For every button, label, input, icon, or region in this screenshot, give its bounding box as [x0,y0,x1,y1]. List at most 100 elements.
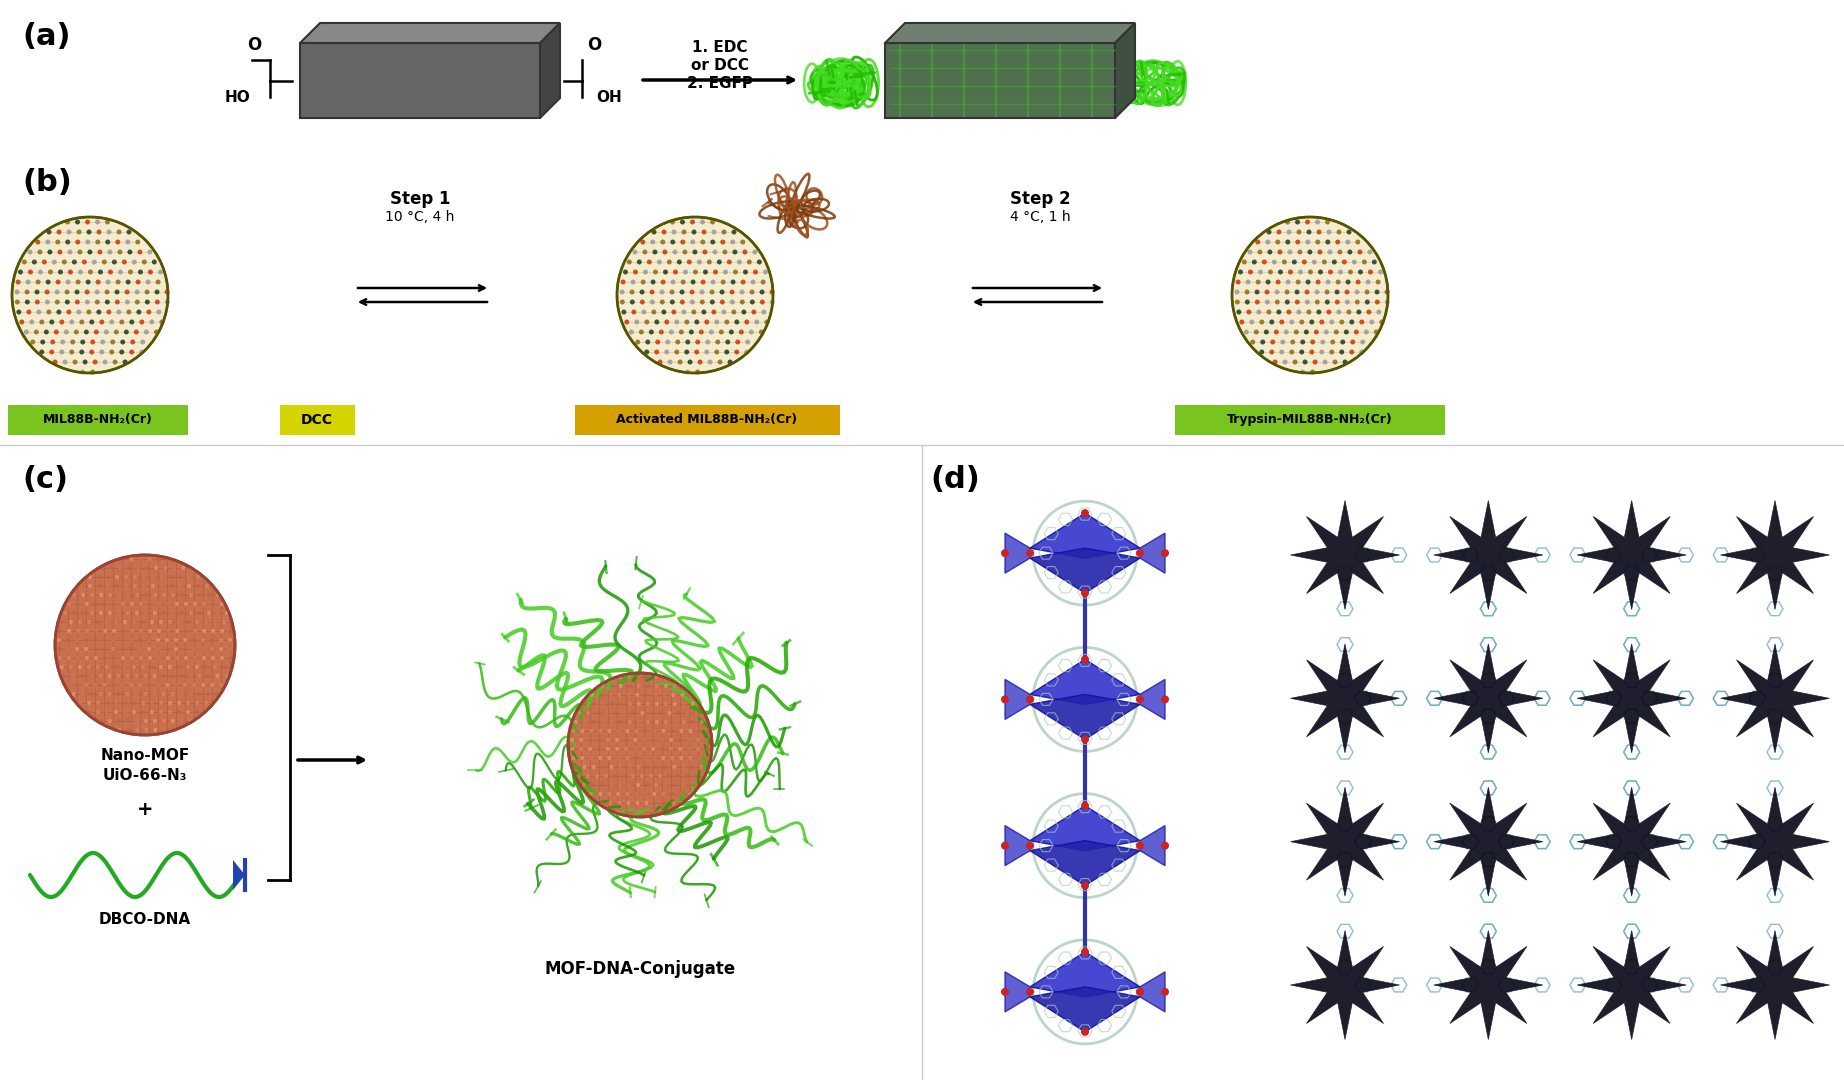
Circle shape [221,665,225,669]
Text: (d): (d) [929,465,979,494]
Circle shape [94,299,100,305]
Polygon shape [1031,660,1140,704]
Circle shape [1300,339,1306,345]
Circle shape [1025,549,1034,557]
Circle shape [651,230,656,234]
Circle shape [1331,259,1337,265]
Circle shape [148,602,151,606]
Circle shape [601,720,605,724]
Circle shape [122,629,125,633]
Circle shape [89,270,92,274]
Circle shape [645,765,649,769]
Circle shape [114,329,118,335]
Circle shape [662,249,668,255]
Circle shape [1359,320,1365,324]
Circle shape [645,684,649,688]
Circle shape [138,557,142,561]
Circle shape [649,289,655,295]
Circle shape [77,620,81,624]
Circle shape [195,665,199,669]
Circle shape [131,259,136,265]
Circle shape [96,665,100,669]
Circle shape [76,299,79,305]
Circle shape [166,602,170,606]
Polygon shape [1140,825,1165,866]
Circle shape [607,729,612,733]
Circle shape [124,665,127,669]
Circle shape [146,299,149,305]
Circle shape [144,692,148,696]
Circle shape [89,320,94,324]
Circle shape [692,280,695,284]
Circle shape [1265,289,1269,295]
Circle shape [192,683,195,687]
Circle shape [752,270,758,274]
Circle shape [745,350,749,354]
Circle shape [50,320,53,324]
Circle shape [697,360,703,365]
Circle shape [572,756,575,760]
Circle shape [96,701,100,705]
Circle shape [111,647,114,651]
Circle shape [664,765,668,769]
Circle shape [732,230,736,234]
Circle shape [229,656,232,660]
Circle shape [712,310,715,314]
Circle shape [125,674,129,678]
Polygon shape [1291,644,1400,753]
Circle shape [94,329,100,335]
Circle shape [125,611,129,615]
Circle shape [686,369,690,375]
Circle shape [708,329,714,335]
Circle shape [655,684,658,688]
Circle shape [1355,280,1361,284]
Circle shape [609,693,612,697]
Circle shape [225,611,229,615]
Circle shape [629,329,634,335]
Circle shape [743,270,749,274]
Circle shape [1318,350,1324,354]
Circle shape [745,320,749,324]
Circle shape [1352,259,1357,265]
Circle shape [644,270,647,274]
Circle shape [107,310,111,314]
Circle shape [155,299,160,305]
Circle shape [114,710,118,714]
Circle shape [754,320,760,324]
Circle shape [671,801,675,805]
Circle shape [1372,259,1377,265]
Circle shape [94,289,100,295]
Circle shape [664,720,668,724]
Circle shape [55,299,59,305]
Circle shape [48,249,52,255]
Circle shape [124,701,127,705]
Circle shape [46,310,52,314]
Circle shape [46,230,52,234]
Circle shape [114,620,118,624]
Circle shape [725,350,728,354]
Circle shape [634,339,640,345]
Circle shape [98,249,103,255]
Circle shape [721,310,727,314]
Circle shape [205,701,208,705]
Circle shape [1346,310,1352,314]
Circle shape [734,320,739,324]
Circle shape [133,701,136,705]
Circle shape [76,647,79,651]
Circle shape [704,350,710,354]
Circle shape [669,792,675,796]
Circle shape [660,289,664,295]
Circle shape [620,702,623,706]
Circle shape [621,774,625,778]
Circle shape [175,683,179,687]
Circle shape [1307,230,1311,234]
Circle shape [640,299,645,305]
Circle shape [140,350,144,354]
Text: DBCO-DNA: DBCO-DNA [100,912,192,927]
Circle shape [136,280,140,284]
Circle shape [81,674,85,678]
Circle shape [640,774,644,778]
Circle shape [140,665,144,669]
Circle shape [701,280,706,284]
Circle shape [201,602,207,606]
